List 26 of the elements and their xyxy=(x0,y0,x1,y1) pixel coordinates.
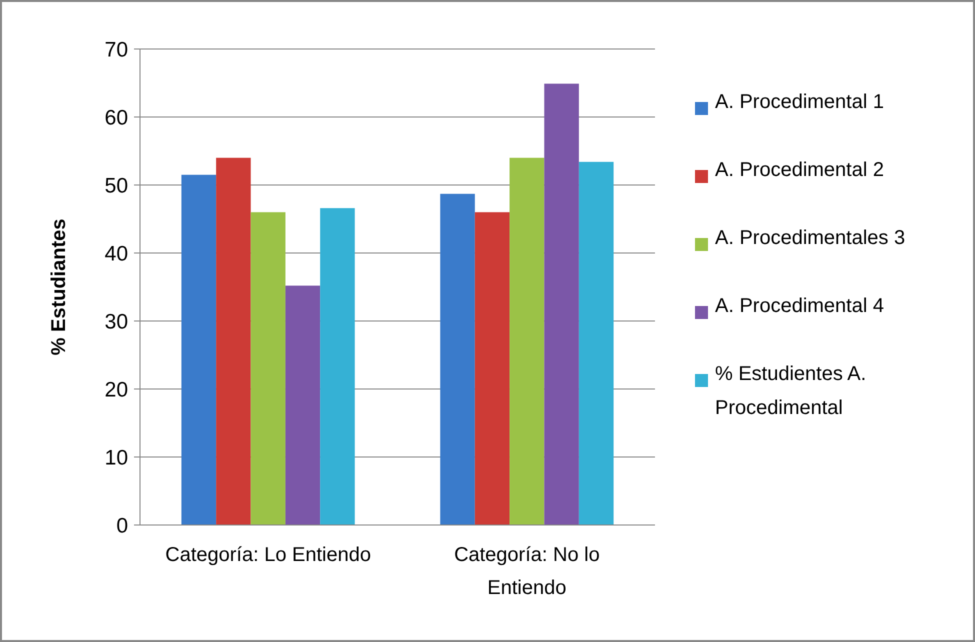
x-tick-label: Categoría: No lo Entiendo xyxy=(454,544,600,599)
y-tick-label: 30 xyxy=(104,310,128,334)
bar xyxy=(474,212,510,525)
bar xyxy=(510,158,544,525)
legend-label: % Estudientes A. Procedimental xyxy=(715,363,866,419)
bar xyxy=(250,212,286,525)
y-tick-label: 40 xyxy=(104,242,128,266)
x-tick-label: Categoría: Lo Entiendo xyxy=(165,544,371,566)
y-tick-label: 10 xyxy=(104,446,128,470)
bar xyxy=(440,194,475,525)
bar xyxy=(544,84,579,525)
bar xyxy=(320,208,355,525)
legend-label: A. Procedimentales 3 xyxy=(715,227,906,249)
bar xyxy=(216,158,251,525)
y-tick-label: 0 xyxy=(116,514,128,538)
legend-label: A. Procedimental 4 xyxy=(715,295,884,317)
bar xyxy=(181,174,216,525)
bar xyxy=(285,286,320,525)
legend-label: A. Procedimental 2 xyxy=(715,159,884,181)
y-tick-label: 50 xyxy=(104,174,128,198)
y-tick-label: 20 xyxy=(104,378,128,402)
y-axis-title: % Estudiantes xyxy=(48,218,70,356)
bar xyxy=(578,162,614,525)
legend-label: A. Procedimental 1 xyxy=(715,91,884,113)
y-tick-label: 60 xyxy=(104,106,128,130)
y-tick-label: 70 xyxy=(104,38,128,62)
